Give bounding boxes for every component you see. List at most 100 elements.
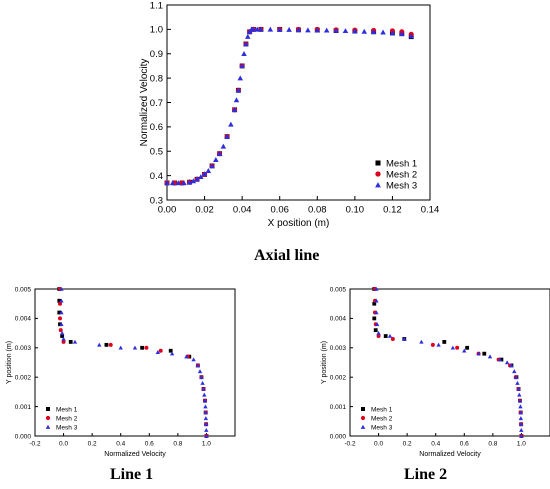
data-point xyxy=(517,392,522,397)
data-point xyxy=(191,357,196,362)
legend-marker xyxy=(375,171,381,177)
data-point xyxy=(380,29,386,35)
x-tick-label: 0.12 xyxy=(383,205,402,216)
data-point xyxy=(499,357,504,362)
data-point xyxy=(203,410,208,415)
data-point xyxy=(203,422,209,426)
data-point xyxy=(295,27,302,33)
x-tick-label: 1.0 xyxy=(517,441,526,448)
data-point xyxy=(204,433,209,438)
line-2-chart: -0.2 0.0 0.2 0.4 0.6 0.8 1.0 0.000 0.001 0.002 0.0… xyxy=(321,286,550,458)
data-point xyxy=(209,163,215,169)
data-point xyxy=(513,375,519,379)
data-point xyxy=(144,345,149,350)
data-point xyxy=(376,330,381,335)
data-point xyxy=(374,286,379,291)
y-tick-label: 0.005 xyxy=(15,286,32,293)
data-point xyxy=(197,369,203,374)
data-point xyxy=(239,63,245,69)
x-tick-label: 0.06 xyxy=(270,205,289,216)
legend-label: Mesh 1 xyxy=(386,158,417,169)
data-point xyxy=(370,29,377,35)
legend-label: Mesh 1 xyxy=(371,406,393,413)
x-tick-label: 0.04 xyxy=(233,205,252,216)
data-point xyxy=(519,433,524,438)
x-tick-label: -0.2 xyxy=(344,441,356,448)
y-axis-label: Y position (m) xyxy=(6,341,13,384)
x-tick-label: 0.6 xyxy=(460,441,469,448)
data-point xyxy=(436,342,441,347)
data-point xyxy=(228,121,234,127)
series-mesh-3 xyxy=(374,286,524,438)
data-point xyxy=(387,333,393,338)
x-tick-label: 0.02 xyxy=(195,205,214,216)
data-point xyxy=(59,298,64,303)
data-point xyxy=(518,422,524,426)
data-point xyxy=(465,345,470,350)
y-axis-label: Y position (m) xyxy=(321,341,328,384)
data-point xyxy=(509,363,514,368)
data-point xyxy=(169,180,176,186)
data-point xyxy=(57,310,62,315)
y-tick-label: 0.004 xyxy=(15,316,32,323)
x-tick-label: 0.0 xyxy=(59,441,68,448)
data-point xyxy=(276,26,283,32)
y-tick-label: 0.003 xyxy=(330,345,347,352)
data-point xyxy=(202,398,208,403)
data-point xyxy=(516,386,521,391)
data-point xyxy=(201,386,206,391)
data-point xyxy=(374,322,380,327)
data-point xyxy=(399,31,405,36)
x-tick-label: 0.6 xyxy=(145,441,154,448)
legend-label: Mesh 3 xyxy=(56,424,78,431)
x-tick-label: 0.10 xyxy=(346,205,365,216)
x-tick-label: 0.4 xyxy=(431,441,440,448)
y-tick-label: 0.003 xyxy=(15,345,32,352)
x-tick-label: 0.2 xyxy=(403,441,412,448)
data-point xyxy=(476,351,481,356)
data-point xyxy=(61,336,66,341)
line-2-caption: Line 2 xyxy=(404,466,448,483)
data-point xyxy=(250,26,257,32)
data-point xyxy=(254,26,260,32)
data-point xyxy=(517,398,523,403)
data-point xyxy=(202,392,207,397)
data-point xyxy=(190,178,197,184)
data-point xyxy=(59,330,65,335)
data-point xyxy=(57,298,62,303)
data-point xyxy=(323,27,330,33)
data-point xyxy=(374,298,379,303)
data-point xyxy=(61,339,66,344)
data-point xyxy=(518,416,524,421)
y-tick-label: 0.7 xyxy=(150,98,163,109)
y-tick-label: 0.5 xyxy=(150,147,163,158)
data-point xyxy=(243,41,249,47)
y-tick-label: 0.001 xyxy=(15,404,32,411)
x-tick-label: 1.0 xyxy=(202,441,211,448)
data-point xyxy=(200,380,205,385)
data-point xyxy=(518,404,523,409)
line-1-chart: -0.2 0.0 0.2 0.4 0.6 0.8 1.0 0.000 0.001 0.002 0.0… xyxy=(6,286,236,458)
data-point xyxy=(213,157,219,162)
data-point xyxy=(184,354,189,359)
y-tick-label: 0.002 xyxy=(330,374,347,381)
data-point xyxy=(224,133,230,139)
data-point xyxy=(59,322,64,327)
x-tick-label: 0.0 xyxy=(374,441,383,448)
data-point xyxy=(59,286,64,291)
data-point xyxy=(352,28,358,34)
data-point xyxy=(258,26,264,32)
legend-label: Mesh 3 xyxy=(371,424,393,431)
data-point xyxy=(195,363,201,368)
data-point xyxy=(155,350,161,354)
data-point xyxy=(245,33,251,39)
data-point xyxy=(518,410,523,415)
data-point xyxy=(487,354,493,359)
y-tick-label: 0.8 xyxy=(150,73,163,84)
data-point xyxy=(58,316,62,321)
data-point xyxy=(450,345,456,350)
data-point xyxy=(199,375,204,379)
x-tick-label: -0.2 xyxy=(29,441,41,448)
data-point xyxy=(132,345,138,350)
data-point xyxy=(305,27,311,33)
